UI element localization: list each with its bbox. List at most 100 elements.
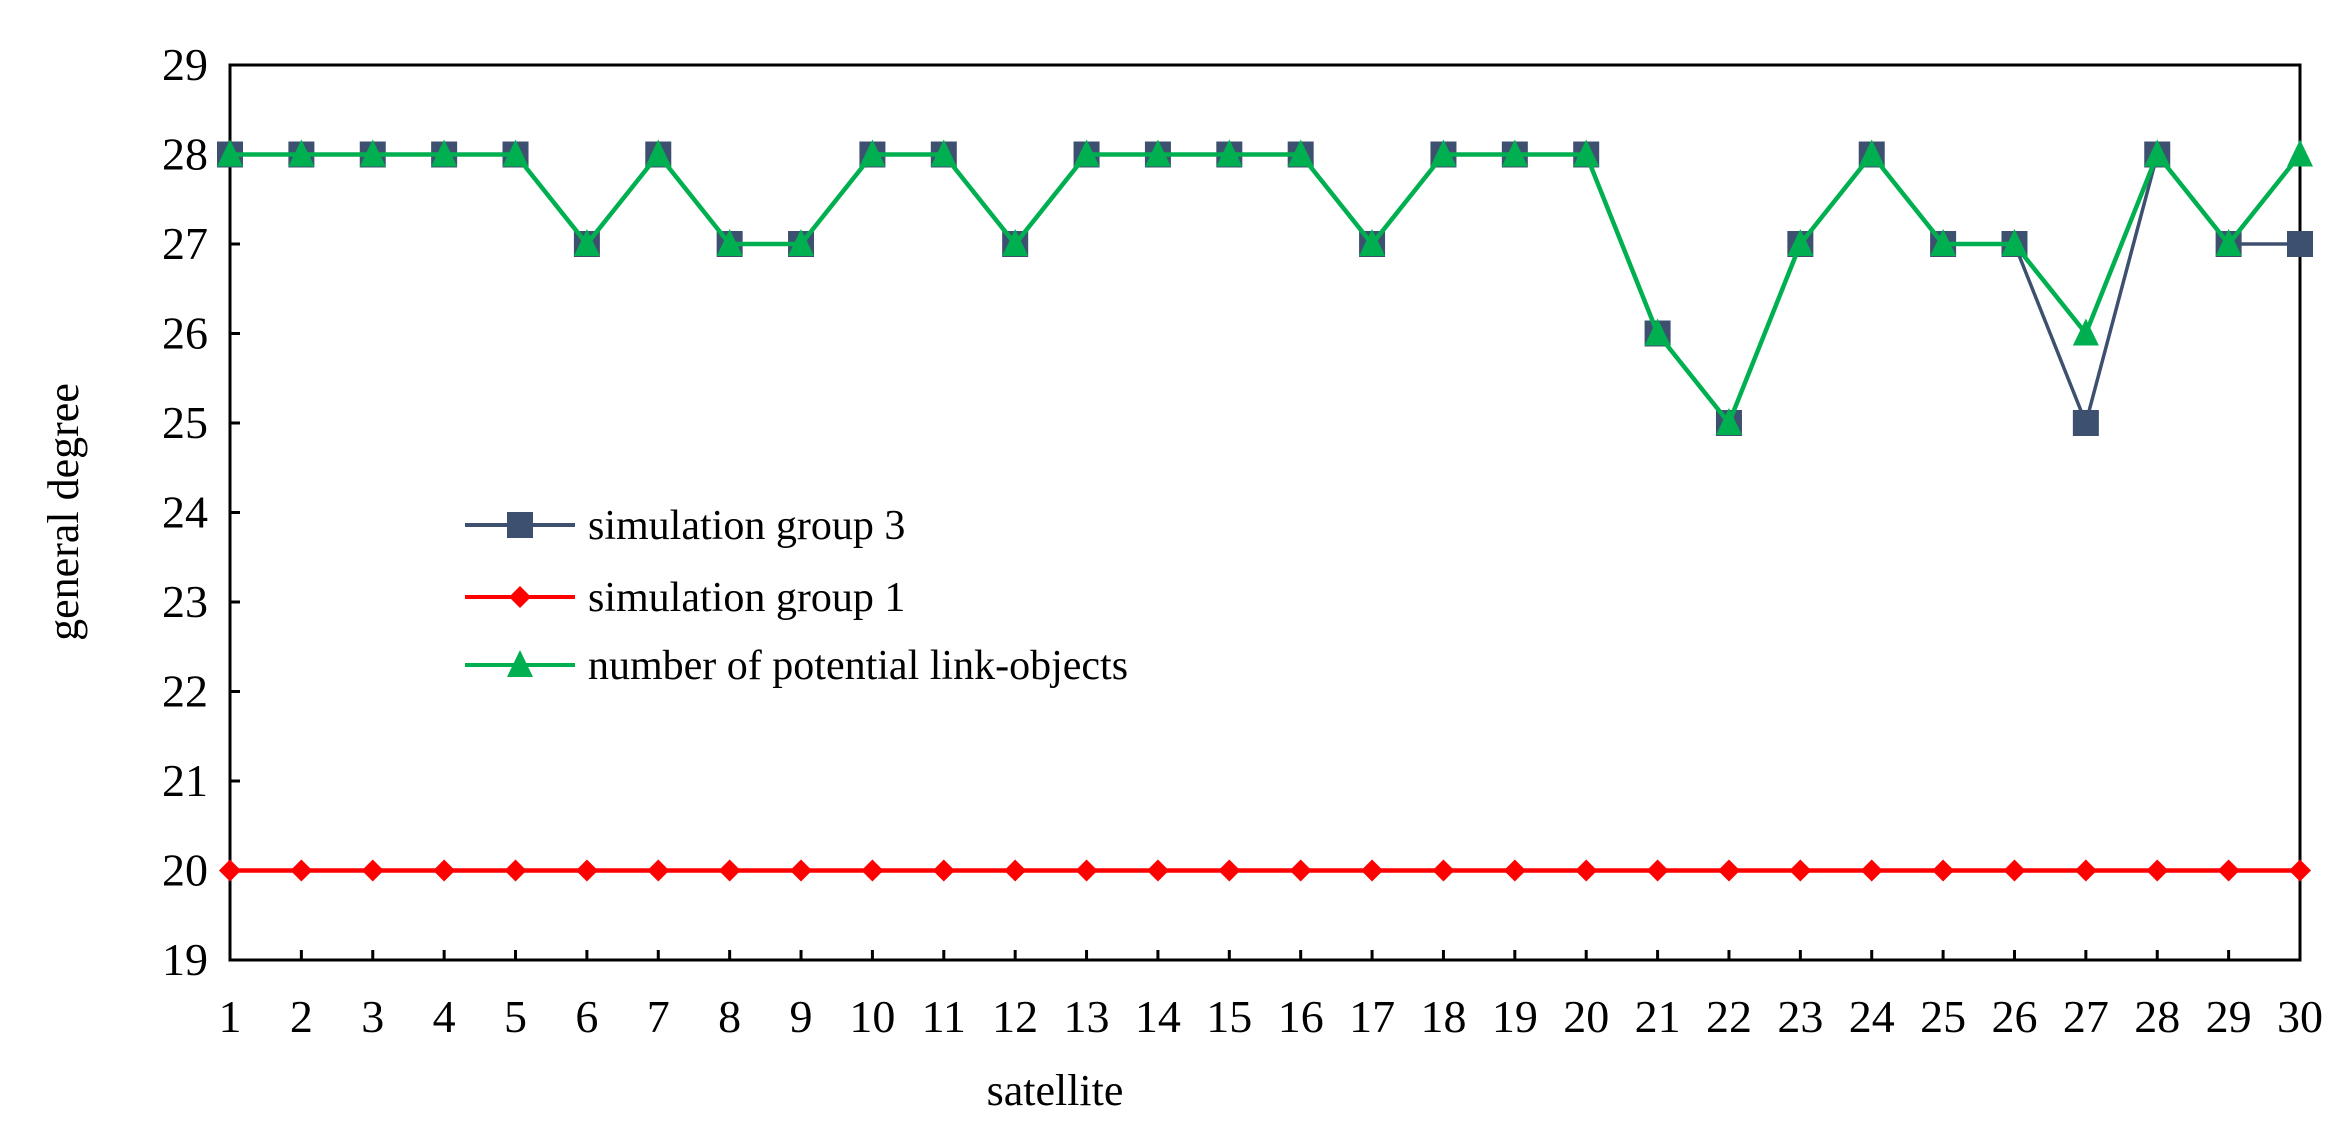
y-axis-label: general degree	[39, 383, 88, 641]
data-point	[1075, 859, 1098, 882]
data-point	[930, 139, 957, 167]
x-tick-label: 5	[504, 991, 527, 1042]
data-point	[716, 229, 743, 256]
data-point	[1789, 859, 1812, 882]
series-simulation-group-3	[217, 141, 2313, 436]
x-tick-label: 16	[1278, 991, 1324, 1042]
x-tick-label: 29	[2206, 991, 2252, 1042]
data-point	[788, 229, 815, 256]
data-point	[1218, 859, 1241, 882]
data-point	[1002, 229, 1029, 256]
data-point	[2074, 859, 2097, 882]
y-tick-label: 20	[162, 845, 208, 896]
data-point	[2215, 229, 2242, 256]
x-tick-label: 18	[1420, 991, 1466, 1042]
data-point	[2003, 859, 2026, 882]
legend: simulation group 3 simulation group 1 numb…	[465, 503, 1128, 689]
data-point	[718, 859, 741, 882]
x-tick-label: 10	[849, 991, 895, 1042]
data-point	[2144, 139, 2171, 167]
data-point	[2146, 859, 2169, 882]
x-tick-label: 11	[922, 991, 966, 1042]
data-point	[932, 859, 955, 882]
data-point	[1144, 139, 1171, 167]
data-point	[1146, 859, 1169, 882]
data-point	[1289, 859, 1312, 882]
data-point	[859, 139, 886, 167]
x-axis-label: satellite	[987, 1066, 1124, 1115]
data-point	[2289, 859, 2311, 882]
data-point	[2287, 231, 2313, 257]
y-tick-label: 22	[162, 666, 208, 717]
x-tick-label: 20	[1563, 991, 1609, 1042]
data-point	[2072, 318, 2099, 346]
x-tick-label: 27	[2063, 991, 2109, 1042]
data-point	[1644, 318, 1671, 346]
x-tick-label: 1	[219, 991, 242, 1042]
plot-frame	[228, 63, 2302, 962]
data-point	[1860, 859, 1883, 882]
data-point	[861, 859, 884, 882]
data-point	[573, 229, 600, 256]
x-tick-label: 9	[790, 991, 813, 1042]
data-point	[504, 859, 527, 882]
y-tick-label: 27	[162, 218, 208, 269]
data-point	[1287, 139, 1314, 167]
series-line	[230, 150, 2302, 428]
data-point	[288, 139, 315, 167]
series-group	[217, 139, 2313, 882]
y-tick-label: 26	[162, 308, 208, 359]
data-point	[1717, 859, 1740, 882]
data-point	[1573, 139, 1600, 167]
x-tick-label: 14	[1135, 991, 1181, 1042]
data-point	[1503, 859, 1526, 882]
x-tick-label: 2	[290, 991, 313, 1042]
x-tick-label: 15	[1206, 991, 1252, 1042]
y-tick-label: 19	[162, 934, 208, 985]
data-point	[1858, 139, 1885, 167]
data-point	[647, 859, 670, 882]
x-tick-label: 30	[2277, 991, 2323, 1042]
legend-label: simulation group 3	[588, 503, 905, 549]
legend-marker	[509, 586, 531, 608]
x-tick-label: 8	[718, 991, 741, 1042]
x-tick-label: 12	[992, 991, 1038, 1042]
x-tick-label: 26	[1991, 991, 2037, 1042]
data-point	[1004, 859, 1027, 882]
legend-label: number of potential link-objects	[588, 643, 1128, 689]
data-point	[1646, 859, 1669, 882]
series-number-of-potential-link-objects	[217, 139, 2313, 435]
data-point	[2287, 139, 2313, 167]
data-point	[1930, 229, 1957, 256]
data-point	[1432, 859, 1455, 882]
x-tick-label: 17	[1349, 991, 1395, 1042]
data-point	[1359, 229, 1386, 256]
y-tick-label: 29	[162, 39, 208, 90]
data-point	[790, 859, 813, 882]
y-tick-label: 21	[162, 755, 208, 806]
data-point	[645, 139, 672, 167]
data-point	[2217, 859, 2240, 882]
x-tick-label: 22	[1706, 991, 1752, 1042]
series-simulation-group-1	[219, 859, 2311, 882]
x-tick-label: 13	[1064, 991, 1110, 1042]
data-point	[1216, 139, 1243, 167]
x-tick-label: 21	[1635, 991, 1681, 1042]
x-tick-label: 19	[1492, 991, 1538, 1042]
data-point	[1932, 859, 1955, 882]
legend-marker	[507, 512, 533, 538]
data-point	[1715, 408, 1742, 435]
x-tick-label: 24	[1849, 991, 1895, 1042]
data-point	[502, 139, 529, 167]
x-tick-label: 25	[1920, 991, 1966, 1042]
y-tick-label: 24	[162, 487, 208, 538]
data-point	[361, 859, 384, 882]
legend-marker	[507, 650, 533, 677]
x-tick-label: 3	[361, 991, 384, 1042]
series-line	[230, 150, 2300, 429]
data-point	[2001, 229, 2028, 256]
data-point	[290, 859, 313, 882]
data-point	[219, 859, 241, 882]
data-point	[431, 139, 458, 167]
